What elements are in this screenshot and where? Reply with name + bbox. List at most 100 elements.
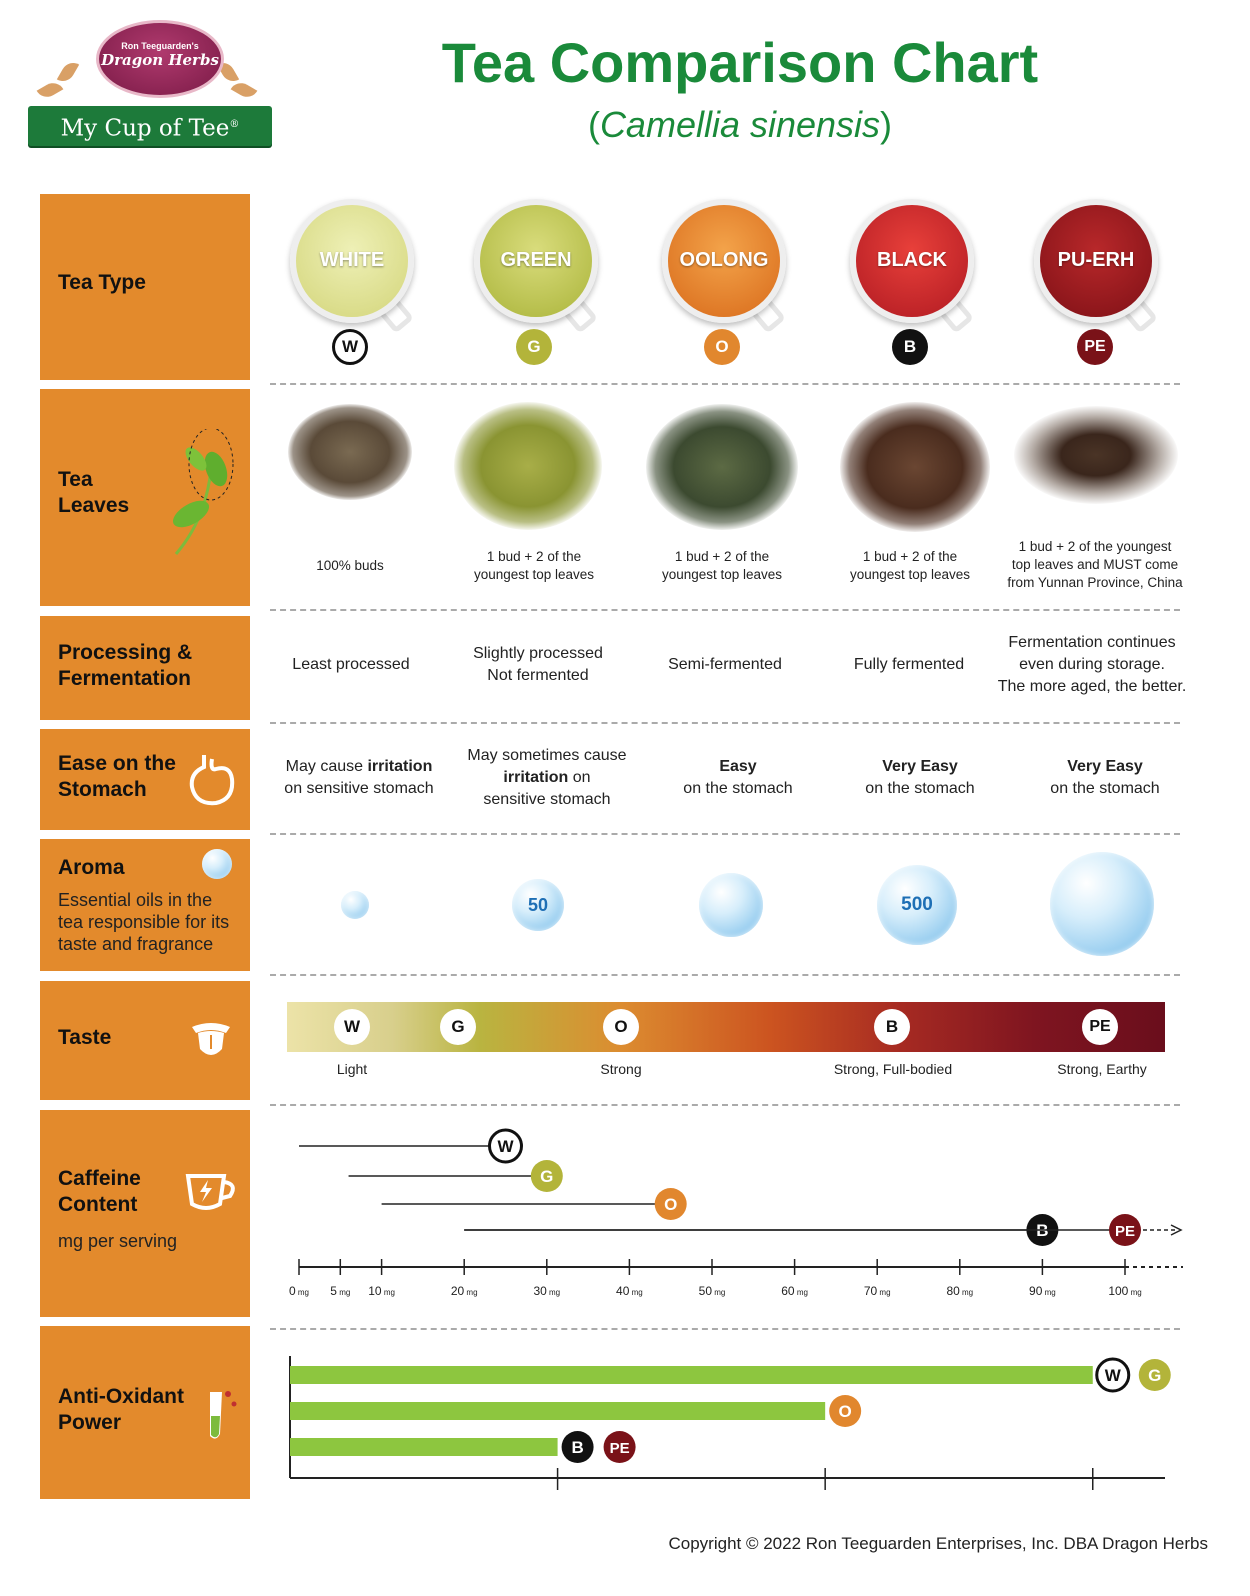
tick-unit: mg <box>795 1288 808 1297</box>
antioxidant-chart: W G O B PE <box>289 1356 1171 1490</box>
caffeine-tick-label: 100 mg <box>1108 1284 1141 1298</box>
leaf-icon <box>36 78 64 102</box>
leaf-icon <box>230 78 258 102</box>
antiox-marker-white-label: W <box>1105 1366 1122 1385</box>
row-label-text: Caffeine <box>58 1167 141 1190</box>
tea-name-pu-erh: PU-ERH <box>1057 249 1135 271</box>
cup-green: GREEN <box>474 199 598 323</box>
tea-name-oolong: OOLONG <box>679 249 769 271</box>
tick-value: 10 <box>368 1284 382 1298</box>
row-label-desc: tea responsible for its <box>58 912 230 932</box>
tick-value: 30 <box>533 1284 547 1298</box>
leaves-desc-oolong: youngest top leaves <box>661 567 783 582</box>
stomach-black: Very Easy <box>882 758 958 775</box>
caffeine-marker-white <box>488 1128 523 1164</box>
taste-marker-green: G <box>440 1009 476 1045</box>
antiox-marker-pu-erh-label: PE <box>610 1440 630 1457</box>
processing-pu-erh: The more aged, the better. <box>997 678 1187 695</box>
tick-unit: mg <box>877 1288 890 1297</box>
stomach-black: on the stomach <box>865 780 975 797</box>
tick-unit: mg <box>382 1288 395 1297</box>
row-label-text: Fermentation <box>58 667 192 690</box>
caffeine-tick-label: 30 mg <box>533 1284 560 1298</box>
badge-black: B <box>892 329 928 365</box>
caffeine-tick-label: 0 mg <box>289 1284 309 1298</box>
row-divider <box>270 1104 1180 1106</box>
row-divider <box>270 383 1180 385</box>
caffeine-marker-green <box>530 1160 563 1192</box>
page-title: Tea Comparison Chart <box>441 31 1039 94</box>
antiox-marker-green-label: G <box>1148 1366 1161 1385</box>
arrow-right-icon <box>1170 1224 1183 1236</box>
row-divider <box>270 833 1180 835</box>
caffeine-tick-label: 70 mg <box>864 1284 891 1298</box>
taste-label-earthy: Strong, Earthy <box>1057 1061 1147 1077</box>
leaves-desc-green: 1 bud + 2 of the <box>486 549 582 564</box>
logo-tagline: Ron Teeguarden's <box>121 41 199 51</box>
row-label-desc: taste and fragrance <box>58 934 214 954</box>
leaves-oolong <box>646 404 798 530</box>
row-label-text: Stomach <box>58 778 147 801</box>
stomach-emphasis: irritation <box>367 758 433 775</box>
cup-pu-erh: PU-ERH <box>1034 199 1158 323</box>
caffeine-tick-label: 20 mg <box>451 1284 478 1298</box>
caffeine-marker-green-label: G <box>540 1167 553 1186</box>
leaves-desc-white: 100% buds <box>316 558 384 573</box>
caffeine-tick-label: 60 mg <box>781 1284 808 1298</box>
antiox-marker-pu-erh <box>603 1431 636 1463</box>
processing-black: Fully fermented <box>853 656 965 673</box>
row-label-desc: Essential oils in the <box>58 890 213 910</box>
row-label-text: Aroma <box>58 856 125 879</box>
leaves-desc-black: 1 bud + 2 of the <box>862 549 958 564</box>
antiox-marker-white <box>1095 1357 1131 1393</box>
logo-brand: Dragon Herbs <box>101 51 219 69</box>
stomach-green: sensitive stomach <box>483 791 611 808</box>
brand-logo: Ron Teeguarden's Dragon Herbs My Cup of … <box>18 14 278 154</box>
caffeine-marker-pu-erh <box>1109 1214 1141 1246</box>
stomach-white: May cause irritation <box>249 756 469 778</box>
leaves-pu-erh <box>1014 406 1178 504</box>
antiox-bar <box>290 1366 1093 1384</box>
stomach-pu-erh: Very Easy <box>1067 758 1143 775</box>
aroma-bubble-green: 50 <box>512 879 564 931</box>
logo-ribbon: My Cup of Tee® <box>28 106 272 146</box>
test-tube-icon <box>210 1391 237 1439</box>
cup-white: WHITE <box>290 199 414 323</box>
caffeine-marker-white-label: W <box>497 1137 514 1156</box>
stomach-green: irritation on <box>437 767 657 789</box>
processing-green: Slightly processed <box>473 645 603 662</box>
tick-value: 70 <box>864 1284 878 1298</box>
tick-value: 90 <box>1029 1284 1043 1298</box>
cup-oolong: OOLONG <box>662 199 786 323</box>
row-label-antioxidant: Anti-Oxidant Power <box>40 1326 250 1499</box>
tick-value: 60 <box>781 1284 795 1298</box>
row-label-text: Content <box>58 1193 138 1216</box>
leaves-desc-pu-erh: from Yunnan Province, China <box>1007 575 1183 590</box>
row-label-aroma: Aroma Essential oils in the tea responsi… <box>40 839 250 971</box>
tick-unit: mg <box>629 1288 642 1297</box>
row-label-processing: Processing & Fermentation <box>40 616 250 720</box>
leaves-desc-green: youngest top leaves <box>473 567 595 582</box>
tick-value: 0 <box>289 1284 296 1298</box>
antiox-marker-green <box>1138 1359 1171 1391</box>
row-label-caffeine: Caffeine Content mg per serving <box>40 1110 250 1317</box>
tick-unit: mg <box>960 1288 973 1297</box>
badge-oolong: O <box>704 329 740 365</box>
aroma-bubble-oolong <box>699 873 763 937</box>
stomach-icon <box>189 755 235 806</box>
row-label-text: Leaves <box>58 494 130 517</box>
taste-label-light: Light <box>336 1061 368 1077</box>
processing-pu-erh: even during storage. <box>1019 656 1165 673</box>
badge-green: G <box>516 329 552 365</box>
stomach-green: May sometimes cause <box>467 747 627 764</box>
leaves-desc-pu-erh: 1 bud + 2 of the youngest <box>1018 539 1172 554</box>
row-label-tea-type: Tea Type <box>40 194 250 380</box>
leaves-desc-pu-erh: top leaves and MUST come <box>1011 557 1179 572</box>
processing-oolong: Semi-fermented <box>668 656 782 673</box>
caffeine-tick-label: 5 mg <box>330 1284 350 1298</box>
tick-value: 80 <box>946 1284 960 1298</box>
leaves-green <box>454 402 602 530</box>
caffeine-marker-pu-erh-label: PE <box>1115 1223 1135 1240</box>
leaf-icon <box>56 58 80 86</box>
row-label-text: Tea Type <box>58 271 146 294</box>
